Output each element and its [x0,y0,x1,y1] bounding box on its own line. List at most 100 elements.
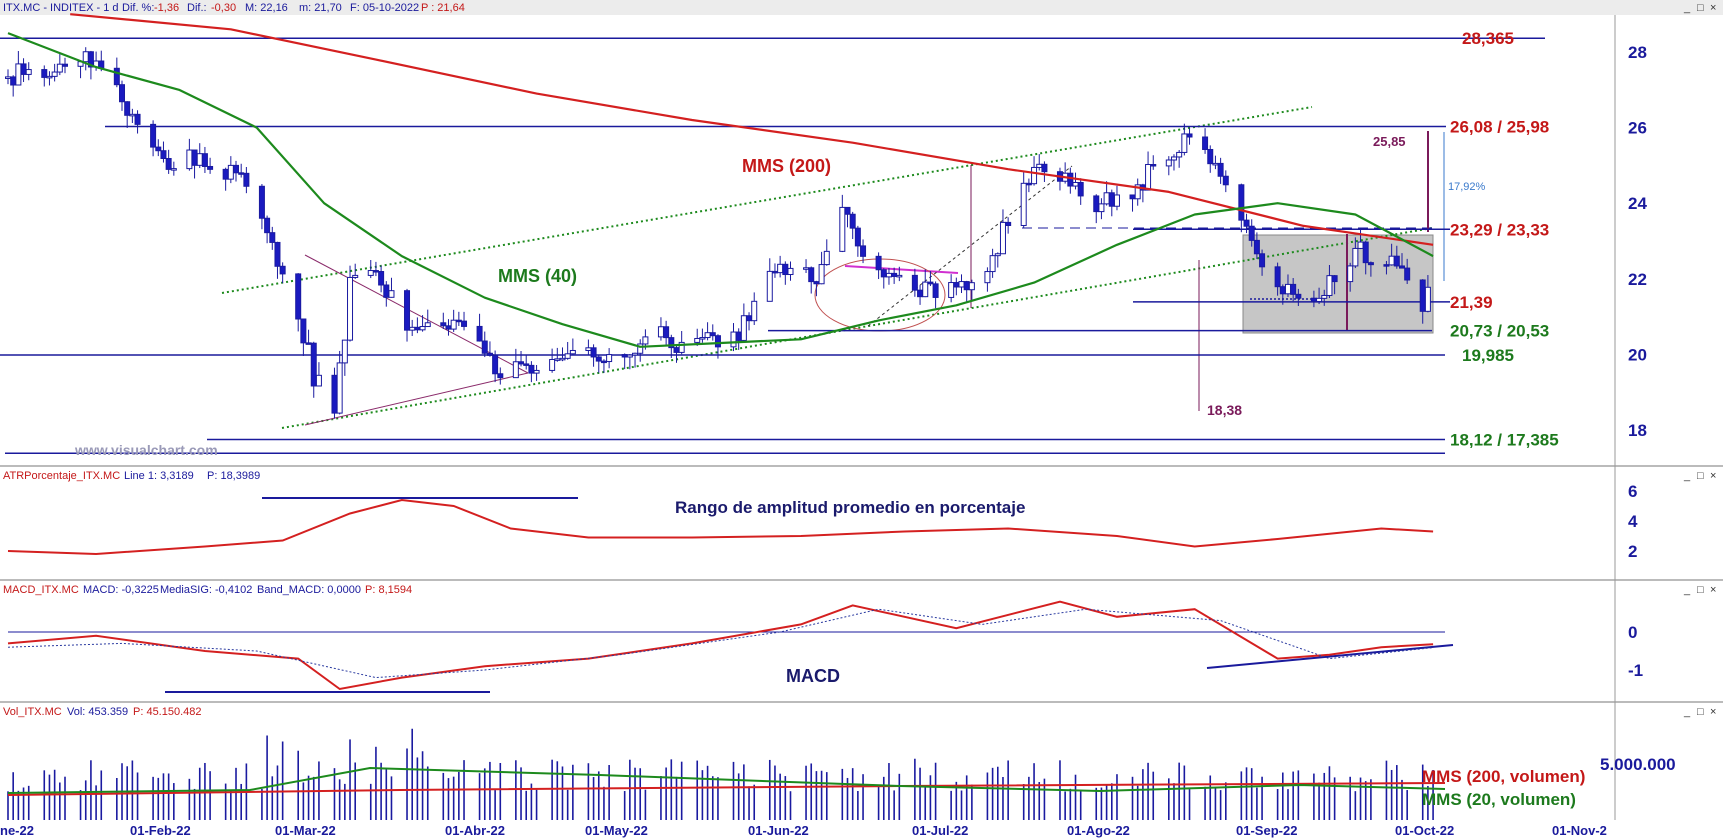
atr-tick: 2 [1628,542,1637,561]
maximize-icon[interactable]: □ [1697,2,1704,14]
vol-close-icon[interactable]: × [1710,706,1716,718]
candle [56,54,63,76]
vol-maximize-icon[interactable]: □ [1697,706,1704,718]
candle [20,58,27,82]
price-tick: 20 [1628,345,1647,364]
volume-tick: 5.000.000 [1600,755,1676,774]
candle [1222,170,1229,193]
candle [678,331,685,355]
candle [1243,213,1250,234]
candle [1139,183,1146,203]
candle [310,341,317,398]
candle [62,57,69,74]
macd-support-2 [1206,644,1454,669]
candle [709,324,716,341]
price-pane-buttons[interactable]: _ □ × [1683,2,1716,14]
candle [585,339,592,356]
candle [295,273,302,332]
atr-minimize-icon[interactable]: _ [1683,470,1691,482]
level-label-5: 19,985 [1462,346,1514,365]
close-icon[interactable]: × [1710,2,1716,14]
candle [528,361,535,383]
candle [1150,155,1157,170]
macd-maximize-icon[interactable]: □ [1697,584,1704,596]
candle [383,281,390,307]
candle [269,226,276,250]
candle [404,288,411,342]
candle [860,239,867,264]
candle [1316,287,1323,305]
max-value: M: 22,16 [245,2,288,14]
candle [82,47,89,71]
atr-maximize-icon[interactable]: □ [1697,470,1704,482]
price-tick: 26 [1628,119,1647,138]
date-tick: 01-Mar-22 [275,823,336,838]
candle [637,339,644,362]
vol-ma20-label: MMS (20, volumen) [1422,790,1576,809]
candle [51,63,58,82]
candle [963,280,970,303]
candle [932,281,939,309]
candle [233,160,240,182]
price-tick: 24 [1628,194,1647,213]
flag-line [844,265,959,274]
vol-name: Vol_ITX.MC [3,706,62,718]
candle [1295,288,1302,306]
candle [917,285,924,305]
candle [803,259,810,274]
candle [1005,217,1012,234]
candle [953,277,960,296]
candle [849,211,856,240]
macd-name: MACD_ITX.MC [3,584,79,596]
macd-value: MACD: -0,3225 [83,584,159,596]
candle [1181,123,1188,156]
candle [222,167,229,191]
macd-p-value: P: 8,1594 [365,584,412,596]
macd-signal-line [7,608,1434,679]
date-tick: 01-Sep-22 [1236,823,1297,838]
price-tick: 28 [1628,43,1647,62]
consolidation-box [1242,234,1434,334]
candle [875,252,882,280]
candle [160,141,167,163]
vol-minimize-icon[interactable]: _ [1683,706,1691,718]
candle [777,255,784,278]
min-value: m: 21,70 [299,2,342,14]
minimize-icon[interactable]: _ [1683,2,1691,14]
candle [170,161,177,176]
candle [958,274,965,294]
candle [730,323,737,352]
candle [1062,162,1069,184]
candle [1347,262,1354,292]
candle [445,319,452,336]
atr-header: ATRPorcentaje_ITX.MC Line 1: 3,3189 P: 1… [3,470,1716,482]
candle [885,268,892,285]
candle [227,156,234,184]
candle [968,279,975,300]
dif-pct-label: Dif. %: [122,2,154,14]
pane-separators [0,15,1723,820]
price-tick: 22 [1628,270,1647,289]
candle [305,329,312,345]
candle [150,120,157,157]
macd-minimize-icon[interactable]: _ [1683,584,1691,596]
vol-header: Vol_ITX.MC Vol: 453.359 P: 45.150.482 _ … [3,706,1716,718]
candle [606,348,613,369]
macd-close-icon[interactable]: × [1710,584,1716,596]
candle [1404,258,1411,284]
level-label-1: 26,08 / 25,98 [1450,117,1549,136]
atr-close-icon[interactable]: × [1710,470,1716,482]
candle [1362,240,1369,275]
vol-ma200-line [7,782,1446,796]
candle [461,311,468,331]
candle [1129,194,1136,212]
candle [559,347,566,362]
symbol-label: ITX.MC - INDITEX - 1 d [3,2,119,14]
date-tick: 01-Nov-2 [1552,823,1607,838]
candle [896,266,903,282]
dif-pct-value: -1,36 [154,2,179,14]
candle [191,149,198,179]
price-tick: 18 [1628,421,1647,440]
candle [1072,172,1079,190]
